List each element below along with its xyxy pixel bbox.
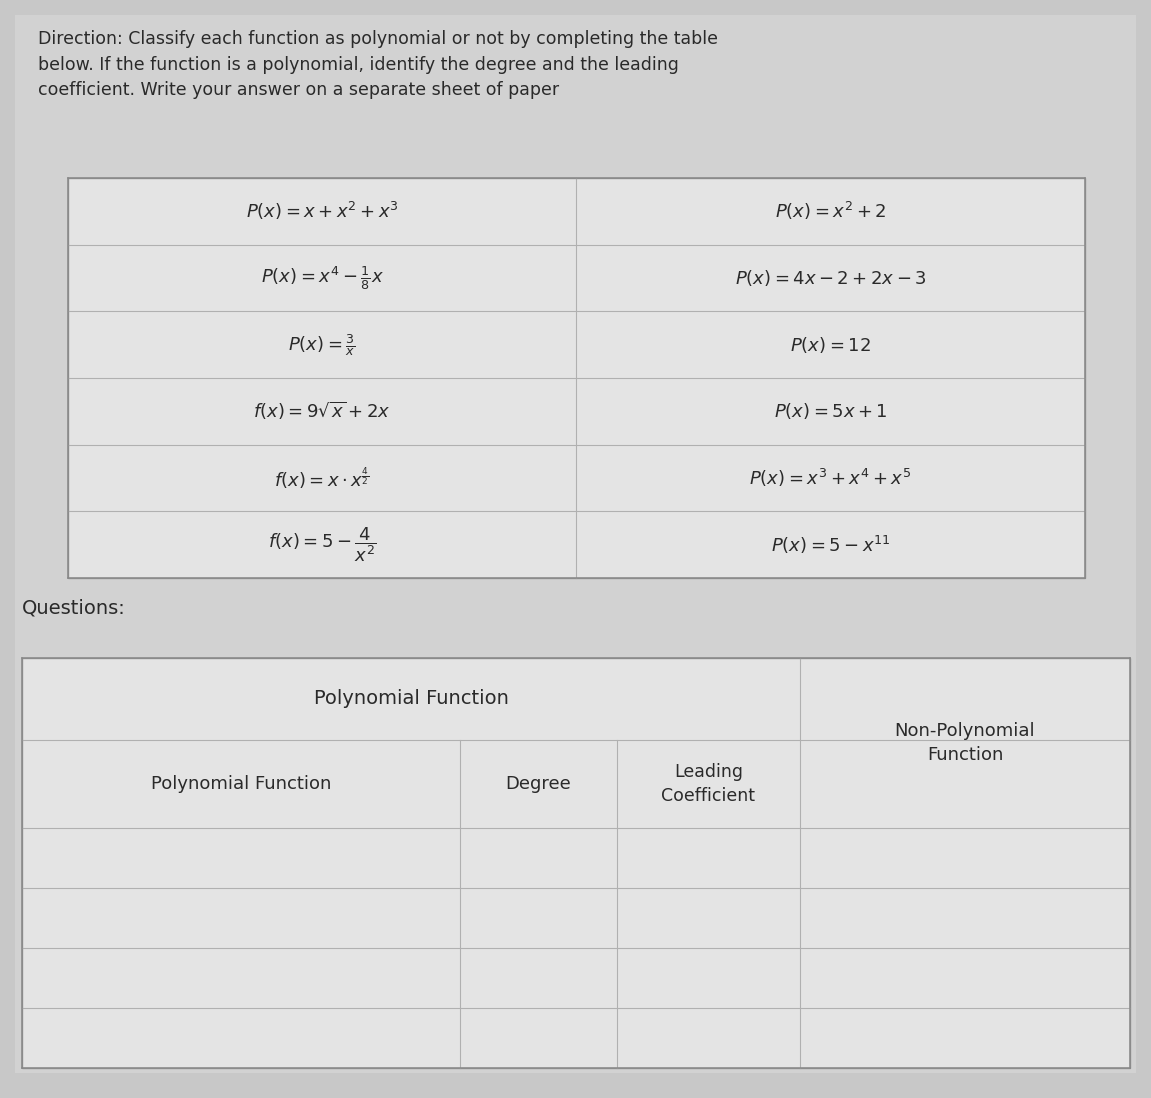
Text: $f(x) = 9\sqrt{x} + 2x$: $f(x) = 9\sqrt{x} + 2x$ xyxy=(253,401,391,423)
Text: Direction: Classify each function as polynomial or not by completing the table
b: Direction: Classify each function as pol… xyxy=(38,30,718,100)
Text: $P(x) = x^{3} + x^{4} + x^{5}$: $P(x) = x^{3} + x^{4} + x^{5}$ xyxy=(749,467,912,489)
Text: Leading
Coefficient: Leading Coefficient xyxy=(662,763,755,805)
Bar xyxy=(68,178,1085,578)
Text: $P(x) = \frac{3}{x}$: $P(x) = \frac{3}{x}$ xyxy=(288,332,356,358)
Text: Questions:: Questions: xyxy=(22,598,125,617)
Text: $f(x) = 5 - \dfrac{4}{x^{2}}$: $f(x) = 5 - \dfrac{4}{x^{2}}$ xyxy=(268,525,376,564)
Text: $f(x) = x \cdot x^{\frac{4}{2}}$: $f(x) = x \cdot x^{\frac{4}{2}}$ xyxy=(274,464,369,491)
Text: Polynomial Function: Polynomial Function xyxy=(313,690,509,708)
Text: Degree: Degree xyxy=(505,775,571,793)
Text: $P(x) = x^{2} + 2$: $P(x) = x^{2} + 2$ xyxy=(775,200,886,223)
Text: Non-Polynomial
Function: Non-Polynomial Function xyxy=(894,721,1035,764)
Bar xyxy=(22,658,1130,1068)
Text: $P(x) = x^{4} - \frac{1}{8}x$: $P(x) = x^{4} - \frac{1}{8}x$ xyxy=(260,265,383,292)
Text: $P(x) = x + x^{2} + x^{3}$: $P(x) = x + x^{2} + x^{3}$ xyxy=(245,200,398,223)
Text: $P(x) = 5x + 1$: $P(x) = 5x + 1$ xyxy=(773,402,887,422)
Text: $P(x) = 12$: $P(x) = 12$ xyxy=(790,335,871,355)
Text: $P(x) = 4x - 2 + 2x - 3$: $P(x) = 4x - 2 + 2x - 3$ xyxy=(734,268,927,288)
Text: $P(x) = 5 - x^{11}$: $P(x) = 5 - x^{11}$ xyxy=(771,534,890,556)
Text: Polynomial Function: Polynomial Function xyxy=(151,775,331,793)
